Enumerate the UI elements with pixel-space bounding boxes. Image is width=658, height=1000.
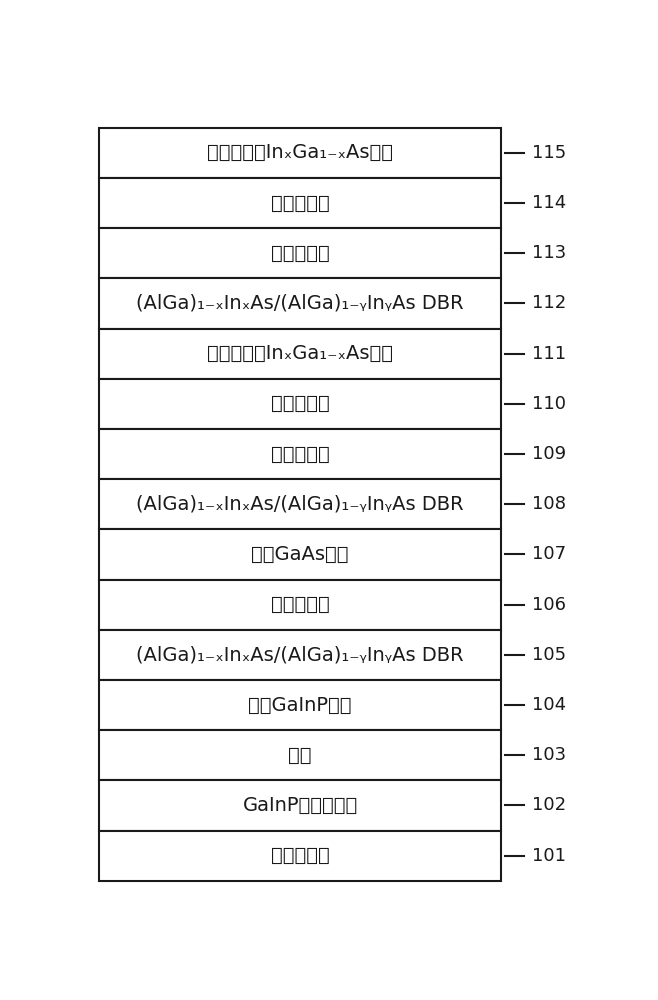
Text: (AlGa)₁₋ₓInₓAs/(AlGa)₁₋ᵧInᵧAs DBR: (AlGa)₁₋ₓInₓAs/(AlGa)₁₋ᵧInᵧAs DBR <box>136 294 464 313</box>
Bar <box>99 178 501 228</box>
Bar <box>99 630 501 680</box>
Text: 105: 105 <box>532 646 566 664</box>
Text: 第二隧穿结: 第二隧穿结 <box>270 394 330 413</box>
Bar <box>99 831 501 881</box>
Text: 砷化镓衬底: 砷化镓衬底 <box>270 846 330 865</box>
Bar <box>99 730 501 780</box>
Bar <box>99 379 501 429</box>
Text: 104: 104 <box>532 696 566 714</box>
Text: 薄型GaAs电池: 薄型GaAs电池 <box>251 545 349 564</box>
Text: 110: 110 <box>532 395 566 413</box>
Text: 115: 115 <box>532 144 566 162</box>
Text: 114: 114 <box>532 194 566 212</box>
Text: 冒层: 冒层 <box>288 746 312 765</box>
Text: 101: 101 <box>532 847 566 865</box>
Text: GaInP腐蚀停止层: GaInP腐蚀停止层 <box>242 796 358 815</box>
Text: 107: 107 <box>532 545 566 563</box>
Text: (AlGa)₁₋ₓInₓAs/(AlGa)₁₋ᵧInᵧAs DBR: (AlGa)₁₋ₓInₓAs/(AlGa)₁₋ᵧInᵧAs DBR <box>136 495 464 514</box>
Text: 113: 113 <box>532 244 566 262</box>
Bar <box>99 529 501 580</box>
Bar <box>99 278 501 329</box>
Text: (AlGa)₁₋ₓInₓAs/(AlGa)₁₋ᵧInᵧAs DBR: (AlGa)₁₋ₓInₓAs/(AlGa)₁₋ᵧInᵧAs DBR <box>136 645 464 664</box>
Bar <box>99 228 501 278</box>
Bar <box>99 580 501 630</box>
Text: 薄型第一结InₓGa₁₋ₓAs电池: 薄型第一结InₓGa₁₋ₓAs电池 <box>207 344 393 363</box>
Text: 薄型GaInP电池: 薄型GaInP电池 <box>248 696 352 715</box>
Text: 112: 112 <box>532 294 566 312</box>
Text: 渐变缓冲层: 渐变缓冲层 <box>270 244 330 263</box>
Bar <box>99 780 501 831</box>
Text: 第三隧穿结: 第三隧穿结 <box>270 194 330 213</box>
Text: 106: 106 <box>532 596 566 614</box>
Bar <box>99 479 501 529</box>
Text: 第一隧穿结: 第一隧穿结 <box>270 595 330 614</box>
Text: 薄型第二结InₓGa₁₋ₓAs电池: 薄型第二结InₓGa₁₋ₓAs电池 <box>207 143 393 162</box>
Text: 102: 102 <box>532 796 566 814</box>
Bar <box>99 429 501 479</box>
Bar <box>99 680 501 730</box>
Bar <box>99 329 501 379</box>
Text: 111: 111 <box>532 345 566 363</box>
Text: 渐变缓冲层: 渐变缓冲层 <box>270 445 330 464</box>
Bar <box>99 128 501 178</box>
Text: 109: 109 <box>532 445 566 463</box>
Text: 103: 103 <box>532 746 566 764</box>
Text: 108: 108 <box>532 495 566 513</box>
